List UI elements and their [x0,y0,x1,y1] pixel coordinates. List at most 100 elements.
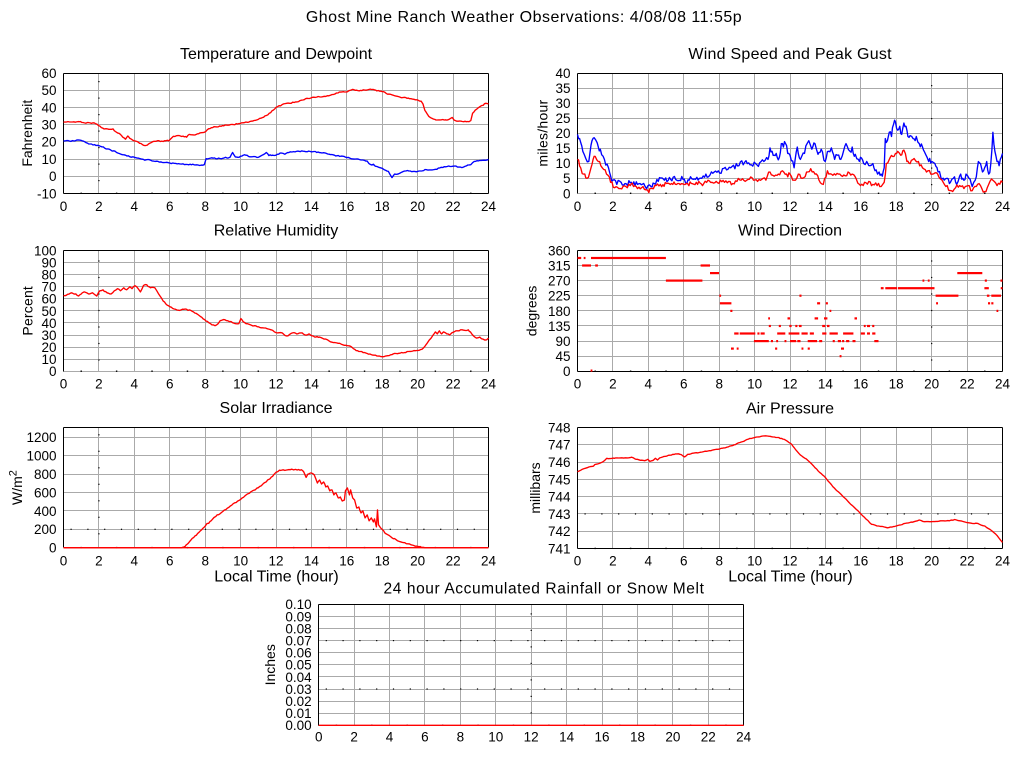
svg-text:22: 22 [446,199,461,214]
svg-text:30: 30 [41,118,56,133]
svg-text:8: 8 [201,554,209,569]
svg-text:20: 20 [555,126,570,141]
svg-text:24: 24 [995,199,1011,214]
svg-text:16: 16 [594,730,609,745]
svg-text:4: 4 [386,730,394,745]
svg-text:743: 743 [548,507,571,522]
svg-text:200: 200 [34,522,57,537]
svg-text:60: 60 [41,292,56,307]
svg-text:0.09: 0.09 [285,609,311,624]
svg-text:-10: -10 [37,186,57,201]
svg-text:20: 20 [924,554,939,569]
svg-text:8: 8 [715,376,723,391]
svg-text:6: 6 [421,730,429,745]
svg-text:16: 16 [339,376,354,391]
svg-text:2: 2 [609,554,617,569]
svg-text:18: 18 [630,730,645,745]
svg-text:Local Time (hour): Local Time (hour) [214,568,339,585]
svg-text:0.02: 0.02 [285,694,311,709]
svg-text:35: 35 [555,81,570,96]
svg-text:360: 360 [548,243,571,258]
svg-text:20: 20 [924,376,939,391]
svg-text:Wind Speed and Peak Gust: Wind Speed and Peak Gust [688,46,892,63]
svg-text:2: 2 [609,376,617,391]
svg-text:10: 10 [41,152,56,167]
svg-text:16: 16 [339,554,354,569]
svg-text:18: 18 [889,554,904,569]
svg-text:0: 0 [574,554,582,569]
svg-text:747: 747 [548,438,571,453]
svg-text:5: 5 [563,171,571,186]
svg-text:4: 4 [645,199,653,214]
svg-text:12: 12 [782,199,797,214]
svg-text:800: 800 [34,467,57,482]
svg-text:0.05: 0.05 [285,658,311,673]
svg-text:22: 22 [960,199,975,214]
svg-text:20: 20 [41,135,56,150]
svg-text:14: 14 [304,376,320,391]
svg-text:50: 50 [41,83,56,98]
svg-text:180: 180 [548,304,571,319]
svg-text:Temperature and Dewpoint: Temperature and Dewpoint [180,46,373,63]
svg-text:Percent: Percent [19,286,35,336]
svg-text:0: 0 [574,199,582,214]
svg-text:315: 315 [548,258,571,273]
svg-text:Fahrenheit: Fahrenheit [19,100,35,167]
svg-text:30: 30 [41,328,56,343]
svg-text:0: 0 [60,376,68,391]
svg-text:24: 24 [736,730,752,745]
svg-text:90: 90 [555,334,570,349]
svg-text:miles/hour: miles/hour [534,100,550,167]
svg-text:0: 0 [49,169,57,184]
svg-text:24: 24 [481,199,497,214]
svg-text:millibars: millibars [527,462,543,513]
svg-text:Air Pressure: Air Pressure [746,401,834,418]
svg-text:Wind Direction: Wind Direction [738,223,842,240]
svg-text:80: 80 [41,268,56,283]
svg-text:4: 4 [645,554,653,569]
svg-text:742: 742 [548,524,571,539]
svg-text:744: 744 [548,490,571,505]
svg-text:746: 746 [548,455,571,470]
svg-text:10: 10 [747,554,762,569]
svg-text:10: 10 [747,376,762,391]
svg-text:18: 18 [375,554,390,569]
svg-text:40: 40 [41,316,56,331]
svg-text:8: 8 [715,554,723,569]
svg-text:Inches: Inches [262,644,278,685]
svg-text:20: 20 [665,730,680,745]
svg-text:6: 6 [166,199,174,214]
svg-text:6: 6 [166,376,174,391]
svg-text:0.10: 0.10 [285,597,311,612]
svg-text:12: 12 [268,199,283,214]
svg-text:10: 10 [555,156,570,171]
svg-text:10: 10 [233,554,248,569]
svg-text:2: 2 [95,376,103,391]
svg-text:20: 20 [41,340,56,355]
svg-text:24 hour Accumulated Rainfall o: 24 hour Accumulated Rainfall or Snow Mel… [384,581,705,598]
svg-text:45: 45 [555,349,570,364]
svg-text:20: 20 [410,554,425,569]
svg-text:Relative Humidity: Relative Humidity [214,223,338,240]
svg-text:12: 12 [268,554,283,569]
svg-text:60: 60 [41,66,56,81]
svg-text:10: 10 [233,376,248,391]
svg-text:270: 270 [548,274,571,289]
svg-text:6: 6 [680,376,688,391]
svg-text:0.04: 0.04 [285,670,312,685]
svg-text:14: 14 [818,554,834,569]
svg-text:22: 22 [960,554,975,569]
svg-text:135: 135 [548,319,571,334]
svg-text:16: 16 [853,376,868,391]
svg-text:20: 20 [924,199,939,214]
svg-text:14: 14 [304,199,320,214]
svg-text:15: 15 [555,141,570,156]
svg-text:24: 24 [995,554,1011,569]
svg-text:Ghost Mine Ranch Weather Obser: Ghost Mine Ranch Weather Observations: 4… [306,9,742,26]
svg-text:10: 10 [747,199,762,214]
svg-text:0: 0 [49,541,57,556]
svg-text:14: 14 [818,376,834,391]
svg-text:22: 22 [446,376,461,391]
svg-text:degrees: degrees [523,286,539,337]
svg-text:2: 2 [95,554,103,569]
